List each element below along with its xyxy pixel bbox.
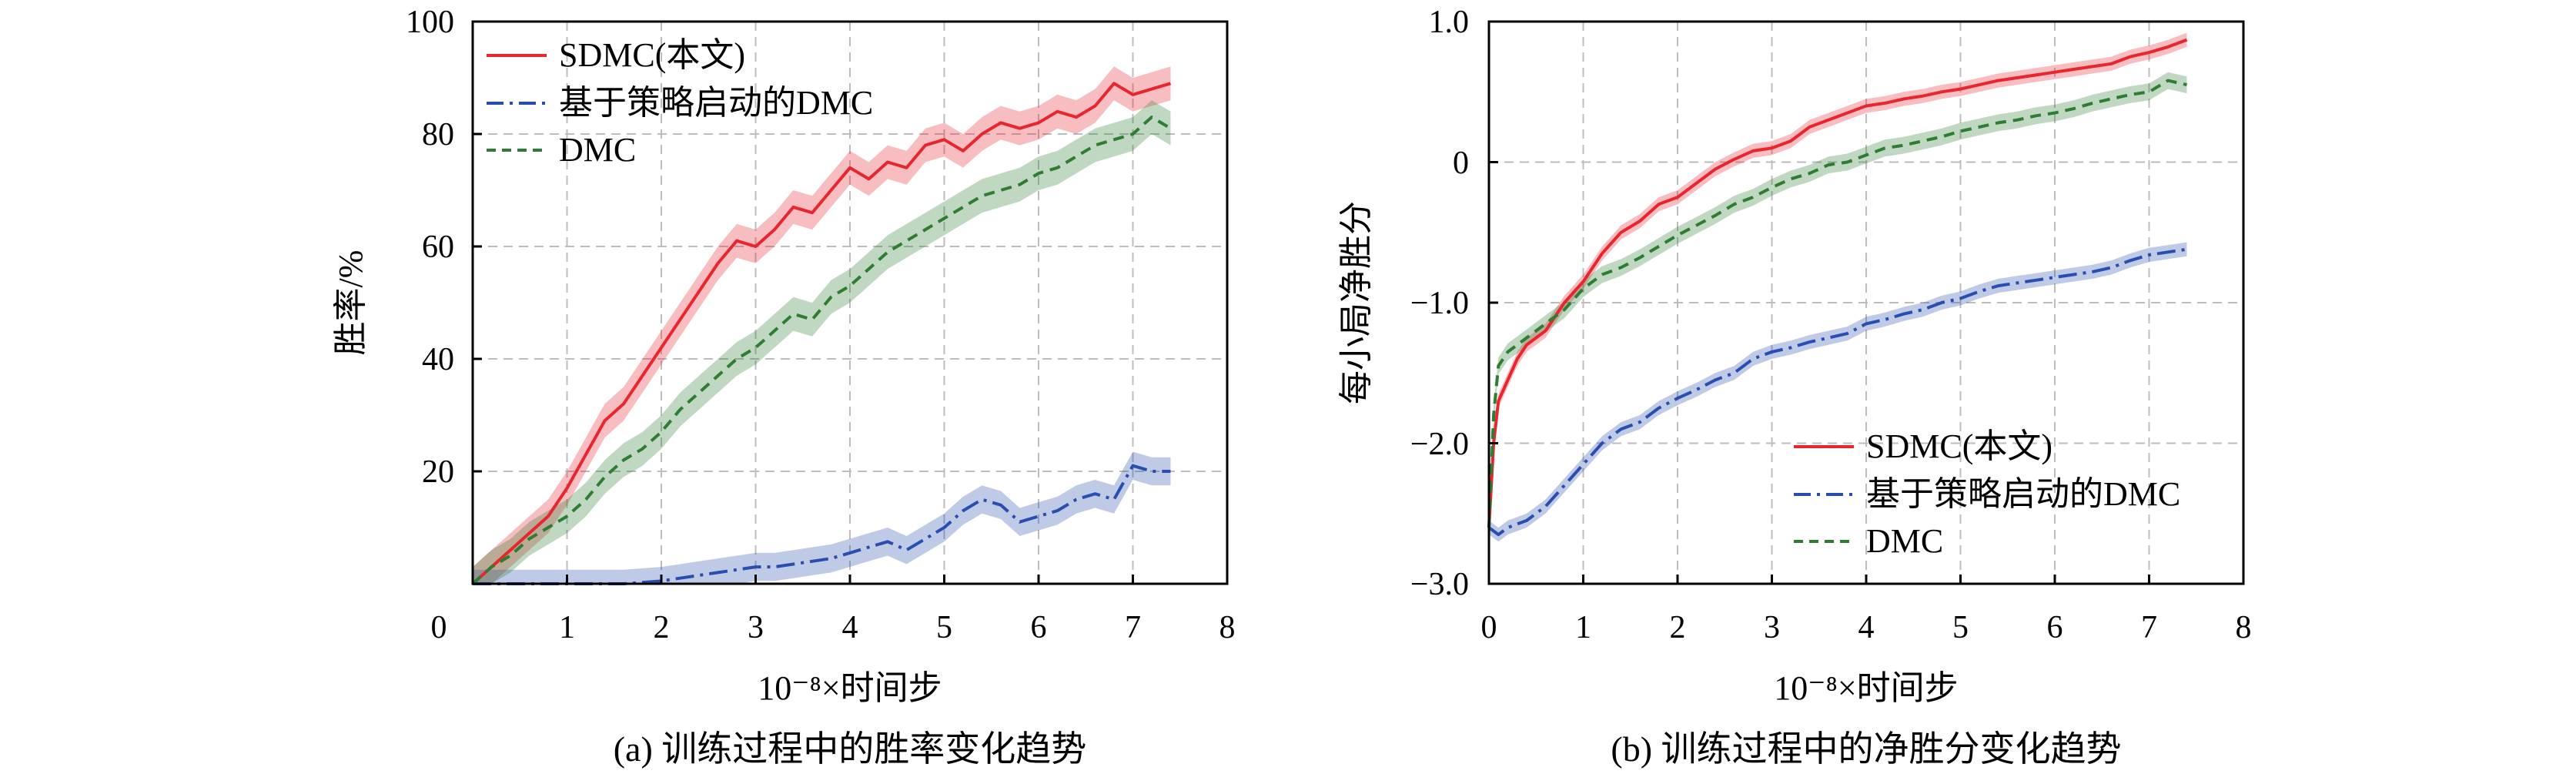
y-tick-label: −1.0 [1410, 286, 1469, 321]
panel-b-net-score: 0 1 2 3 4 5 6 7 8 −3.0 −2.0 −1.0 0 1.0 1… [1337, 5, 2252, 769]
x-tick-label: 0 [1481, 610, 1497, 645]
legend-label-sdmc: SDMC(本文) [1866, 427, 2052, 465]
y-tick-label: 60 [422, 230, 454, 265]
panel-b-grid [1489, 22, 2243, 584]
series-line-2 [1487, 79, 2187, 528]
y-tick-label: 20 [422, 454, 454, 490]
x-tick-label: 2 [1670, 610, 1686, 645]
panel-b-y-axis-label: 每小局净胜分 [1337, 201, 1375, 404]
panel-a-win-rate: 0 1 2 3 4 5 6 7 8 20 40 60 80 100 10⁻⁸×时… [332, 5, 1236, 769]
x-tick-label: 5 [936, 610, 952, 645]
y-tick-label: −3.0 [1410, 567, 1469, 602]
panel-b-y-tick-labels: −3.0 −2.0 −1.0 0 1.0 [1410, 5, 1469, 602]
y-tick-label: 1.0 [1429, 5, 1470, 40]
legend-label-policy-dmc: 基于策略启动的DMC [1866, 475, 2180, 513]
series-band-0 [473, 66, 1171, 584]
panel-a-legend: SDMC(本文) 基于策略启动的DMC DMC [487, 36, 873, 169]
legend-label-dmc: DMC [1866, 522, 1943, 560]
series-line-0 [471, 82, 1172, 585]
x-tick-label: 7 [2141, 610, 2157, 645]
x-tick-label: 4 [1858, 610, 1875, 645]
legend-label-sdmc: SDMC(本文) [559, 36, 745, 74]
panel-b-ticks [1487, 20, 2245, 585]
panel-b-series-lines [1487, 38, 2188, 537]
y-tick-label: 0 [1453, 146, 1469, 181]
series-line-1 [473, 464, 1171, 585]
panel-b-confidence-bands [1489, 32, 2187, 542]
x-tick-label: 8 [2236, 610, 2252, 645]
legend-label-dmc: DMC [559, 131, 636, 169]
panel-a-y-tick-labels: 20 40 60 80 100 [406, 5, 454, 490]
x-tick-label: 8 [1219, 610, 1236, 645]
x-tick-label: 2 [654, 610, 670, 645]
series-band-1 [1489, 242, 2187, 542]
series-band-2 [1489, 72, 2187, 536]
y-tick-label: 80 [422, 117, 454, 152]
panel-a-x-axis-label: 10⁻⁸×时间步 [758, 669, 942, 707]
x-tick-label: 5 [1952, 610, 1969, 645]
x-tick-label: 1 [559, 610, 575, 645]
x-tick-label: 4 [842, 610, 858, 645]
x-tick-label: 3 [748, 610, 764, 645]
y-tick-label: −2.0 [1410, 427, 1469, 462]
series-line-1 [1487, 247, 2187, 537]
panel-b-x-axis-label: 10⁻⁸×时间步 [1774, 669, 1958, 707]
panel-a-x-tick-labels: 0 1 2 3 4 5 6 7 8 [431, 610, 1236, 645]
series-line-2 [471, 116, 1172, 585]
panel-b-legend: SDMC(本文) 基于策略启动的DMC DMC [1794, 427, 2180, 560]
series-band-2 [473, 100, 1171, 584]
x-tick-label: 6 [1031, 610, 1047, 645]
x-tick-label: 0 [431, 610, 447, 645]
x-tick-label: 7 [1125, 610, 1141, 645]
panel-b-caption: (b) 训练过程中的净胜分变化趋势 [1611, 729, 2121, 769]
x-tick-label: 3 [1764, 610, 1780, 645]
panel-a-grid [473, 22, 1227, 584]
panel-a-ticks [471, 20, 1229, 584]
panel-b-x-tick-labels: 0 1 2 3 4 5 6 7 8 [1481, 610, 2252, 645]
y-tick-label: 100 [406, 5, 454, 40]
legend-label-policy-dmc: 基于策略启动的DMC [559, 84, 873, 122]
panel-a-y-axis-label: 胜率/% [332, 250, 370, 356]
y-tick-label: 40 [422, 342, 454, 377]
x-tick-label: 1 [1575, 610, 1591, 645]
panel-a-caption: (a) 训练过程中的胜率变化趋势 [614, 729, 1087, 769]
series-line-0 [1487, 38, 2188, 528]
x-tick-label: 6 [2047, 610, 2063, 645]
panel-a-series-lines [471, 82, 1172, 585]
